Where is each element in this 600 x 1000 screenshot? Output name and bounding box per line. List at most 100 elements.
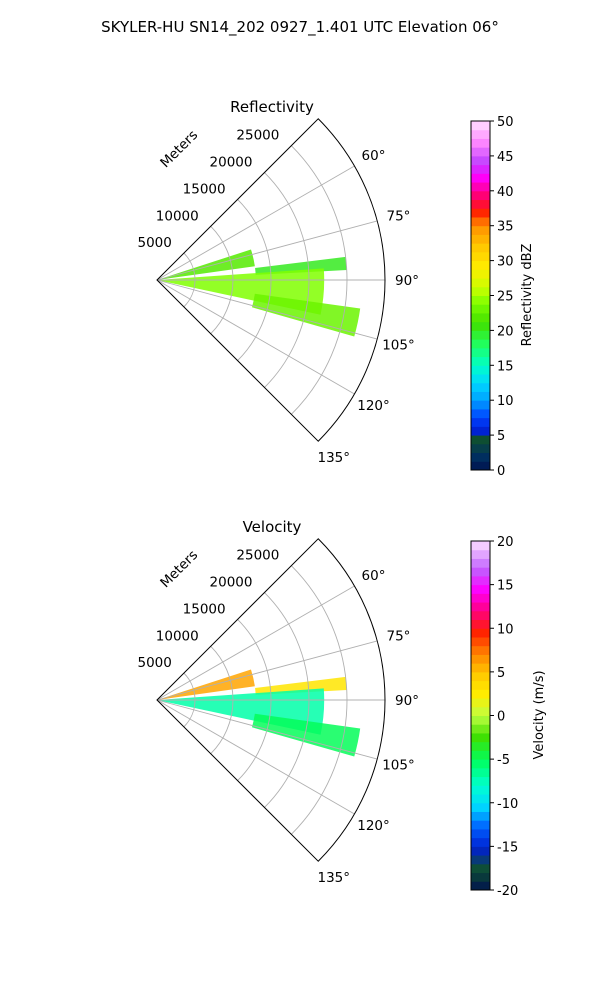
azimuth-tick-label: 135°: [318, 450, 351, 466]
colorbar-swatch: [471, 347, 490, 358]
colorbar-swatch: [471, 304, 490, 314]
echo-region: [157, 669, 255, 700]
range-tick-label: 10000: [156, 628, 199, 644]
colorbar-swatch: [471, 802, 490, 812]
colorbar-swatch: [471, 767, 490, 778]
colorbar-swatch: [471, 785, 490, 795]
range-tick-label: 10000: [156, 208, 199, 224]
colorbar-swatch: [471, 356, 490, 366]
azimuth-tick-label: 60°: [362, 148, 386, 164]
range-tick-label: 25000: [236, 548, 279, 564]
colorbar-swatch: [471, 663, 490, 673]
colorbar-swatch: [471, 558, 490, 568]
azimuth-gridline: [156, 640, 378, 701]
colorbar-swatch: [471, 645, 490, 655]
colorbar-swatch: [471, 260, 490, 270]
azimuth-tick-label: 75°: [387, 208, 411, 224]
colorbar-tick-label: -20: [497, 884, 518, 899]
colorbar-swatch: [471, 881, 490, 891]
echo-region: [251, 293, 361, 337]
colorbar-tick-label: 40: [497, 185, 514, 200]
azimuth-gridline: [156, 699, 355, 815]
colorbar-tick-label: 35: [497, 220, 514, 235]
colorbar-swatch: [471, 452, 490, 462]
colorbar-swatch: [471, 138, 490, 148]
colorbar-swatch: [471, 575, 490, 586]
azimuth-tick-label: 135°: [318, 870, 351, 886]
velocity-panel: Velocity Meters 60° 75° 90° 105° 120° 135° 500…: [138, 518, 547, 899]
azimuth-tick-label: 105°: [382, 758, 415, 774]
colorbar-swatch: [471, 759, 490, 769]
colorbar-swatch: [471, 654, 490, 664]
colorbar-swatch: [471, 426, 490, 436]
colorbar-swatch: [471, 872, 490, 882]
colorbar-swatch: [471, 243, 490, 253]
range-tick-label: 20000: [210, 155, 253, 171]
azimuth-tick-label: 90°: [395, 693, 419, 709]
colorbar-swatch: [471, 593, 490, 603]
echo-region: [157, 249, 255, 280]
colorbar-swatch: [471, 461, 490, 471]
azimuth-tick-label: 75°: [387, 628, 411, 644]
colorbar-swatch: [471, 820, 490, 830]
azimuth-tick-label: 120°: [357, 818, 390, 834]
colorbar-swatch: [471, 435, 490, 445]
colorbar-swatch: [471, 584, 490, 594]
colorbar-tick-label: 20: [497, 535, 514, 550]
range-tick-label: 15000: [183, 601, 226, 617]
colorbar-swatch: [471, 251, 490, 262]
colorbar-swatch: [471, 689, 490, 699]
range-tick-label: 5000: [138, 655, 172, 671]
colorbar-tick-label: 45: [497, 150, 514, 165]
colorbar-swatch: [471, 330, 490, 340]
colorbar-swatch: [471, 541, 490, 551]
colorbar-swatch: [471, 628, 490, 638]
colorbar-swatch: [471, 741, 490, 751]
colorbar-swatch: [471, 732, 490, 743]
azimuth-gridline: [156, 220, 378, 281]
colorbar-swatch: [471, 680, 490, 690]
azimuth-gridline: [156, 585, 355, 701]
colorbar-tick-label: -10: [497, 797, 518, 812]
colorbar-swatch: [471, 750, 490, 760]
colorbar-tick-label: 15: [497, 579, 514, 594]
colorbar-swatch: [471, 846, 490, 856]
colorbar-swatch: [471, 715, 490, 725]
colorbar-swatch: [471, 636, 490, 647]
colorbar-tick-label: -5: [497, 753, 510, 768]
range-tick-label: 20000: [210, 575, 253, 591]
reflectivity-colorbar: 0 5 10 15 20 25 30 35 40 45 50: [470, 115, 514, 479]
velocity-colorbar-label: Velocity (m/s): [532, 670, 547, 759]
velocity-r-axis-label: Meters: [157, 547, 201, 591]
colorbar-tick-label: 50: [497, 115, 514, 130]
colorbar-tick-label: 5: [497, 429, 505, 444]
reflectivity-sector-plot: 60° 75° 90° 105° 120° 135° 5000 10000 15000 20000…: [138, 118, 419, 466]
colorbar-swatch: [471, 382, 490, 392]
colorbar-tick-label: 15: [497, 359, 514, 374]
azimuth-gridline: [156, 165, 355, 281]
velocity-colorbar: -20 -15 -10 -5 0 5 10 15 20: [470, 535, 518, 899]
colorbar-tick-label: 0: [497, 464, 505, 479]
colorbar-swatch: [471, 199, 490, 209]
azimuth-tick-label: 120°: [357, 398, 390, 414]
colorbar-swatch: [471, 129, 490, 139]
colorbar-swatch: [471, 365, 490, 375]
colorbar-tick-label: 5: [497, 666, 505, 681]
range-tick-label: 25000: [236, 128, 279, 144]
colorbar-swatch: [471, 619, 490, 629]
reflectivity-r-axis-label: Meters: [157, 127, 201, 171]
azimuth-gridline: [156, 699, 378, 760]
velocity-sector-plot: 60° 75° 90° 105° 120° 135° 5000 10000 15000 20000…: [138, 538, 419, 886]
colorbar-swatch: [471, 121, 490, 131]
azimuth-gridline: [156, 279, 378, 340]
reflectivity-title: Reflectivity: [230, 98, 314, 116]
colorbar-swatch: [471, 173, 490, 183]
colorbar-swatch: [471, 286, 490, 296]
reflectivity-colorbar-label: Reflectivity dBZ: [520, 244, 535, 347]
colorbar-swatch: [471, 567, 490, 577]
colorbar-swatch: [471, 216, 490, 227]
colorbar-tick-label: 10: [497, 622, 514, 637]
colorbar-tick-label: 20: [497, 324, 514, 339]
colorbar-swatch: [471, 443, 490, 454]
sector-outline: [156, 118, 386, 442]
